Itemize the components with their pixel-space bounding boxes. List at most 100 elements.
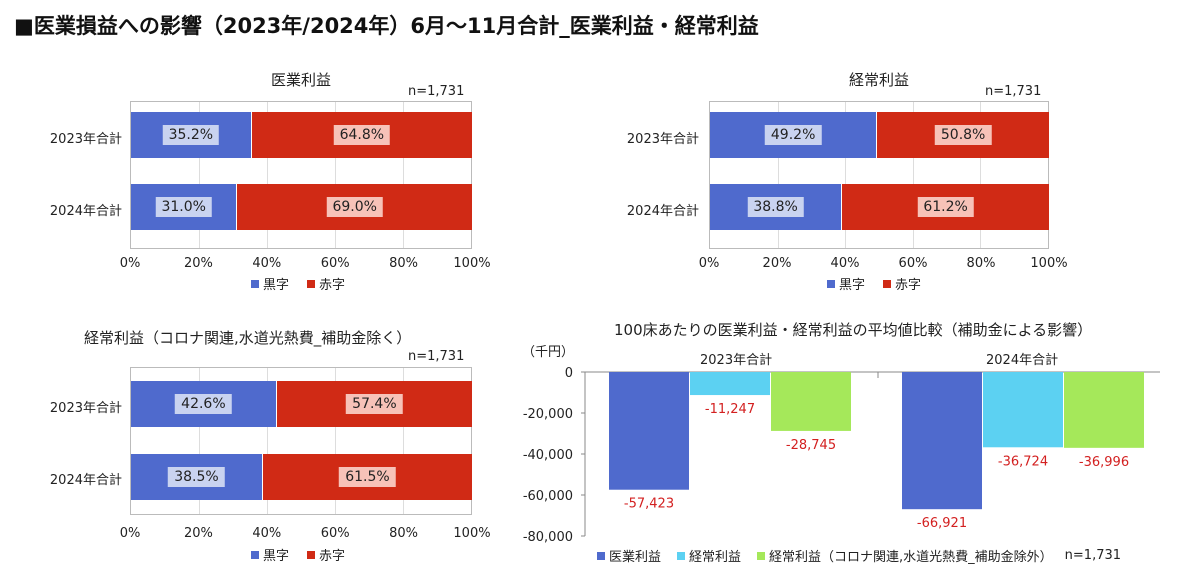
gridline xyxy=(335,102,336,248)
stacked-bar-row: 38.5% 61.5% xyxy=(131,454,472,500)
x-tick-label: 20% xyxy=(183,256,213,271)
y-tick-label: -20,000 xyxy=(523,407,573,422)
data-label: 38.5% xyxy=(168,467,225,487)
bar-segment-red: 69.0% xyxy=(236,184,472,230)
legend-swatch-red xyxy=(307,550,316,559)
data-label: 61.2% xyxy=(917,197,974,217)
x-tick-label: 60% xyxy=(320,526,350,541)
y-tick-label: 0 xyxy=(565,366,573,381)
legend-label: 黒字 xyxy=(263,549,290,564)
sample-size-note: n=1,731 xyxy=(985,84,1042,99)
x-tick-label: 20% xyxy=(183,526,213,541)
legend-swatch-red xyxy=(307,279,316,288)
x-tick-label: 100% xyxy=(1030,256,1068,271)
x-tick-label: 0% xyxy=(119,256,141,271)
gridline xyxy=(845,102,847,248)
category-label: 2024年合計 xyxy=(49,204,122,219)
data-label: 42.6% xyxy=(175,394,232,414)
category-label: 2023年合計 xyxy=(49,132,122,147)
gridline xyxy=(267,368,268,514)
x-tick-label: 40% xyxy=(830,256,860,271)
bar-medical-profit xyxy=(902,372,982,510)
bar-segment-black: 38.8% xyxy=(710,184,842,230)
data-label: -11,247 xyxy=(705,402,755,417)
legend-swatch-green xyxy=(757,551,766,560)
bar-segment-black: 38.5% xyxy=(131,454,262,500)
bar-segment-red: 61.2% xyxy=(841,184,1049,230)
x-tick-label: 100% xyxy=(453,256,491,271)
y-tick-label: -60,000 xyxy=(523,489,573,504)
x-tick-label: 100% xyxy=(453,526,491,541)
data-label: 49.2% xyxy=(764,125,822,145)
data-label: -57,423 xyxy=(624,497,674,512)
category-label: 2024年合計 xyxy=(626,204,699,219)
category-label: 2024年合計 xyxy=(986,353,1059,368)
data-label: -36,724 xyxy=(998,454,1048,469)
x-tick-label: 80% xyxy=(389,526,419,541)
legend-swatch-cyan xyxy=(677,551,686,560)
bar-segment-red: 61.5% xyxy=(261,454,472,500)
plot-area: 35.2% 64.8% 31.0% 69.0% xyxy=(130,101,472,249)
x-tick-label: 40% xyxy=(252,256,282,271)
chart-title: 100床あたりの医業利益・経常利益の平均値比較（補助金による影響） xyxy=(614,321,1093,339)
gridline xyxy=(912,102,914,248)
data-label: 69.0% xyxy=(326,197,383,217)
data-label: 31.0% xyxy=(155,197,212,217)
legend-swatch-blue xyxy=(827,279,835,288)
data-label: -28,745 xyxy=(786,438,836,453)
stacked-bar-row: 31.0% 69.0% xyxy=(131,184,472,230)
x-tick-label: 0% xyxy=(698,256,720,271)
data-label: 38.8% xyxy=(747,197,804,217)
y-tick-label: -80,000 xyxy=(523,530,573,545)
legend-label: 赤字 xyxy=(319,278,346,293)
legend-swatch-red xyxy=(883,279,892,288)
x-axis: 0% 20% 40% 60% 80% 100% xyxy=(699,256,1068,272)
category-label: 2023年合計 xyxy=(626,132,699,147)
x-tick-label: 80% xyxy=(966,256,996,271)
stacked-bar-row: 38.8% 61.2% xyxy=(710,184,1049,230)
gridline xyxy=(335,368,336,514)
legend-label: 医業利益 xyxy=(609,550,662,565)
bar-segment-black: 49.2% xyxy=(710,112,877,158)
bar-segment-black: 42.6% xyxy=(131,381,276,427)
x-tick-label: 20% xyxy=(762,256,792,271)
legend-label: 経常利益（コロナ関連,水道光熱費_補助金除外） xyxy=(769,550,1053,565)
bar-segment-black: 35.2% xyxy=(131,112,251,158)
x-axis: 0% 20% 40% 60% 80% 100% xyxy=(120,256,491,272)
data-label: 50.8% xyxy=(934,125,992,145)
stacked-bar-row: 49.2% 50.8% xyxy=(710,112,1049,158)
legend-label: 経常利益 xyxy=(689,550,742,565)
legend: 黒字 赤字 xyxy=(251,545,345,564)
category-label: 2024年合計 xyxy=(49,473,122,488)
plot-area: 42.6% 57.4% 38.5% 61.5% xyxy=(130,367,472,515)
stacked-bar-row: 35.2% 64.8% xyxy=(131,112,472,158)
legend-label: 赤字 xyxy=(895,278,922,293)
legend: 黒字 赤字 xyxy=(251,274,345,293)
x-tick-label: 0% xyxy=(119,526,141,541)
legend-label: 赤字 xyxy=(319,549,346,564)
gridline xyxy=(267,102,268,248)
category-label: 2023年合計 xyxy=(49,401,122,416)
bar-segment-red: 57.4% xyxy=(275,381,472,427)
gridline xyxy=(199,368,200,514)
chart-title: 経常利益 xyxy=(848,71,909,89)
x-tick-label: 40% xyxy=(252,526,282,541)
data-label: 57.4% xyxy=(346,394,403,414)
legend-swatch-blue xyxy=(251,550,259,559)
bar-ordinary-profit xyxy=(983,372,1063,448)
legend-swatch-blue xyxy=(251,279,259,288)
bar-ordinary-profit-excl-subsidy xyxy=(1064,372,1144,448)
data-label: 64.8% xyxy=(333,125,391,145)
stacked-bar-row: 42.6% 57.4% xyxy=(131,381,472,427)
sample-size-note: n=1,731 xyxy=(408,349,465,364)
bar-segment-red: 50.8% xyxy=(876,112,1049,158)
plot-area: 49.2% 50.8% 38.8% 61.2% xyxy=(709,101,1049,249)
data-label: -66,921 xyxy=(917,516,967,531)
x-tick-label: 60% xyxy=(898,256,928,271)
bar-medical-profit xyxy=(609,372,689,490)
chart-title: 医業利益 xyxy=(270,71,331,89)
main-title: ■医業損益への影響（2023年/2024年）6月～11月合計_医業利益・経常利益 xyxy=(14,14,759,38)
data-label: 61.5% xyxy=(339,467,396,487)
gridline xyxy=(403,102,404,248)
